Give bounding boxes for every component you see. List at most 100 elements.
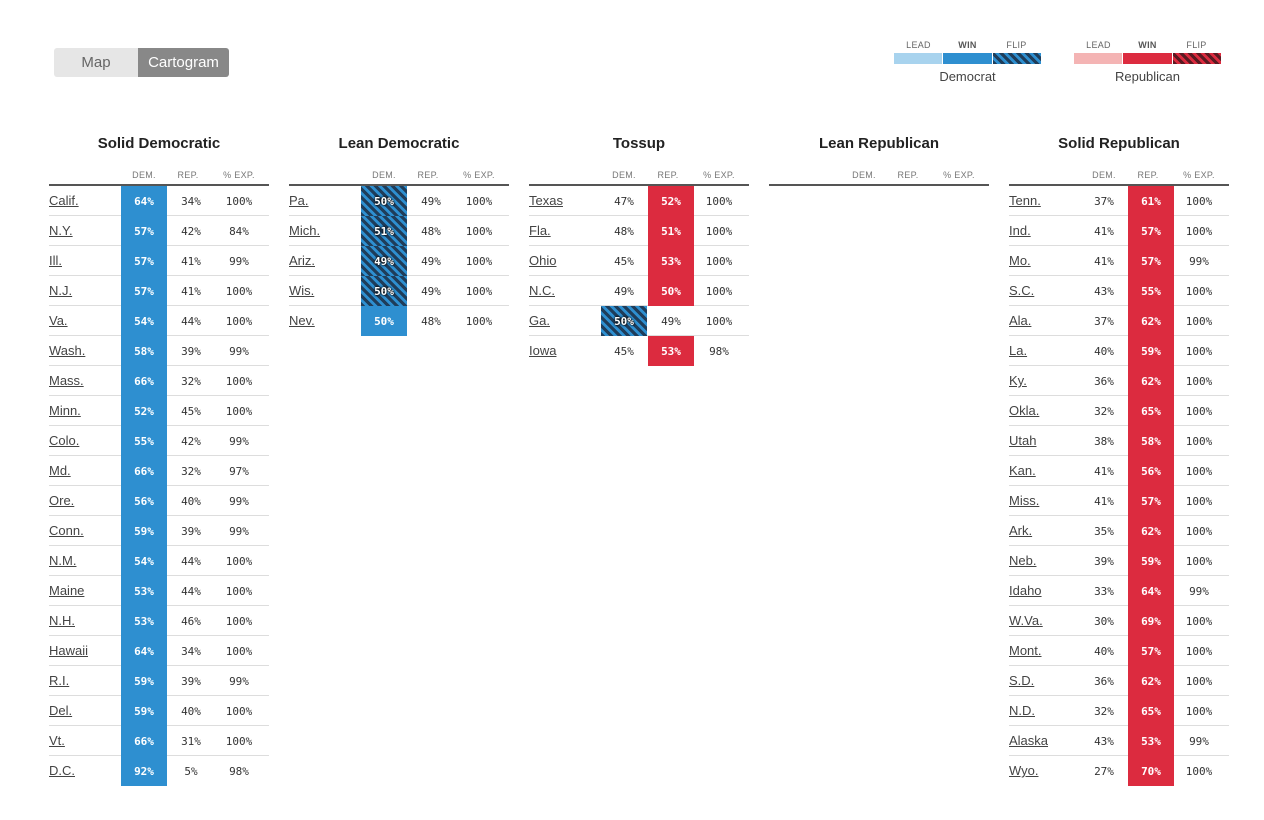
dem-value: 48% xyxy=(614,224,634,238)
state-link[interactable]: Maine xyxy=(49,583,85,598)
dem-percent: 66% xyxy=(121,726,167,756)
state-link[interactable]: Fla. xyxy=(529,223,551,238)
state-link[interactable]: La. xyxy=(1009,343,1028,358)
state-link[interactable]: Pa. xyxy=(289,193,309,208)
state-link[interactable]: Kan. xyxy=(1009,463,1036,478)
state-link[interactable]: Utah xyxy=(1009,433,1037,448)
state-link[interactable]: N.D. xyxy=(1009,703,1035,718)
state-link[interactable]: Wash. xyxy=(49,343,86,358)
rep-value: 59% xyxy=(1141,344,1161,358)
dem-percent: 47% xyxy=(601,186,647,216)
expected-vote-percent: 100% xyxy=(465,224,493,238)
expected-vote-percent: 99% xyxy=(229,674,249,688)
dem-value: 53% xyxy=(134,614,154,628)
state-link[interactable]: Va. xyxy=(49,313,68,328)
state-link[interactable]: Hawaii xyxy=(49,643,89,658)
state-link[interactable]: Idaho xyxy=(1009,583,1042,598)
state-link[interactable]: Minn. xyxy=(49,403,81,418)
expected-vote-percent: 100% xyxy=(1185,494,1213,508)
state-link[interactable]: Neb. xyxy=(1009,553,1037,568)
dem-percent: 58% xyxy=(121,336,167,366)
rep-value: 39% xyxy=(181,674,201,688)
state-link[interactable]: N.J. xyxy=(49,283,73,298)
state-link[interactable]: Okla. xyxy=(1009,403,1040,418)
state-link[interactable]: Del. xyxy=(49,703,73,718)
dem-value: 55% xyxy=(134,434,154,448)
rep-value: 51% xyxy=(661,224,681,238)
state-link[interactable]: S.D. xyxy=(1009,673,1035,688)
state-link[interactable]: Texas xyxy=(529,193,563,208)
dem-value: 35% xyxy=(1094,524,1114,538)
table-row: Conn. 59% 39% 99% xyxy=(49,516,269,546)
dem-value: 59% xyxy=(134,524,154,538)
dem-percent: 45% xyxy=(601,246,647,276)
state-link[interactable]: Miss. xyxy=(1009,493,1040,508)
state-link[interactable]: Mass. xyxy=(49,373,84,388)
rep-value: 62% xyxy=(1141,374,1161,388)
expected-vote-percent: 100% xyxy=(1185,284,1213,298)
expected-vote-percent: 100% xyxy=(465,284,493,298)
legend-swatches xyxy=(1074,53,1221,64)
state-link[interactable]: Ky. xyxy=(1009,373,1027,388)
table-row: Kan. 41% 56% 100% xyxy=(1009,456,1229,486)
state-link[interactable]: N.C. xyxy=(529,283,555,298)
state-link[interactable]: Colo. xyxy=(49,433,80,448)
dem-value: 40% xyxy=(1094,644,1114,658)
state-link[interactable]: S.C. xyxy=(1009,283,1035,298)
state-link[interactable]: Ariz. xyxy=(289,253,315,268)
state-link[interactable]: N.H. xyxy=(49,613,75,628)
header-dem: DEM. xyxy=(852,170,876,180)
state-link[interactable]: N.M. xyxy=(49,553,77,568)
table-row: Ore. 56% 40% 99% xyxy=(49,486,269,516)
state-link[interactable]: Ga. xyxy=(529,313,550,328)
state-link[interactable]: Conn. xyxy=(49,523,84,538)
dem-value: 50% xyxy=(374,284,394,298)
state-link[interactable]: Tenn. xyxy=(1009,193,1041,208)
table-row: N.D. 32% 65% 100% xyxy=(1009,696,1229,726)
dem-value: 64% xyxy=(134,194,154,208)
dem-percent: 38% xyxy=(1081,426,1127,456)
state-link[interactable]: Alaska xyxy=(1009,733,1049,748)
rep-value: 39% xyxy=(181,344,201,358)
dem-percent: 53% xyxy=(121,606,167,636)
state-link[interactable]: Wis. xyxy=(289,283,315,298)
expected-vote-percent: 100% xyxy=(465,314,493,328)
expected-vote-percent: 100% xyxy=(465,254,493,268)
dem-value: 43% xyxy=(1094,734,1114,748)
state-link[interactable]: Md. xyxy=(49,463,71,478)
state-link[interactable]: Ill. xyxy=(49,253,62,268)
state-link[interactable]: Nev. xyxy=(289,313,315,328)
state-link[interactable]: Vt. xyxy=(49,733,65,748)
state-link[interactable]: Ark. xyxy=(1009,523,1033,538)
table-row: Idaho 33% 64% 99% xyxy=(1009,576,1229,606)
expected-vote-percent: 97% xyxy=(229,464,249,478)
state-link[interactable]: D.C. xyxy=(49,763,75,778)
rep-percent: 49% xyxy=(408,246,454,276)
table-row: Okla. 32% 65% 100% xyxy=(1009,396,1229,426)
dem-percent: 57% xyxy=(121,246,167,276)
state-link[interactable]: Mo. xyxy=(1009,253,1031,268)
state-link[interactable]: Calif. xyxy=(49,193,79,208)
state-link[interactable]: Ohio xyxy=(529,253,557,268)
state-link[interactable]: Ore. xyxy=(49,493,75,508)
cartogram-view-button[interactable]: Cartogram xyxy=(138,48,229,77)
dem-percent: 32% xyxy=(1081,696,1127,726)
table-row: Minn. 52% 45% 100% xyxy=(49,396,269,426)
state-link[interactable]: Iowa xyxy=(529,343,557,358)
state-link[interactable]: N.Y. xyxy=(49,223,73,238)
state-link[interactable]: Ind. xyxy=(1009,223,1031,238)
map-view-button[interactable]: Map xyxy=(54,48,138,77)
dem-percent: 59% xyxy=(121,516,167,546)
state-link[interactable]: R.I. xyxy=(49,673,70,688)
dem-value: 66% xyxy=(134,374,154,388)
state-link[interactable]: Mich. xyxy=(289,223,321,238)
state-link[interactable]: W.Va. xyxy=(1009,613,1043,628)
expected-vote-percent: 100% xyxy=(1185,194,1213,208)
state-link[interactable]: Ala. xyxy=(1009,313,1032,328)
state-link[interactable]: Mont. xyxy=(1009,643,1042,658)
rep-value: 49% xyxy=(421,194,441,208)
state-link[interactable]: Wyo. xyxy=(1009,763,1039,778)
dem-value: 36% xyxy=(1094,674,1114,688)
expected-vote-percent: 100% xyxy=(1185,764,1213,778)
table-row: Del. 59% 40% 100% xyxy=(49,696,269,726)
